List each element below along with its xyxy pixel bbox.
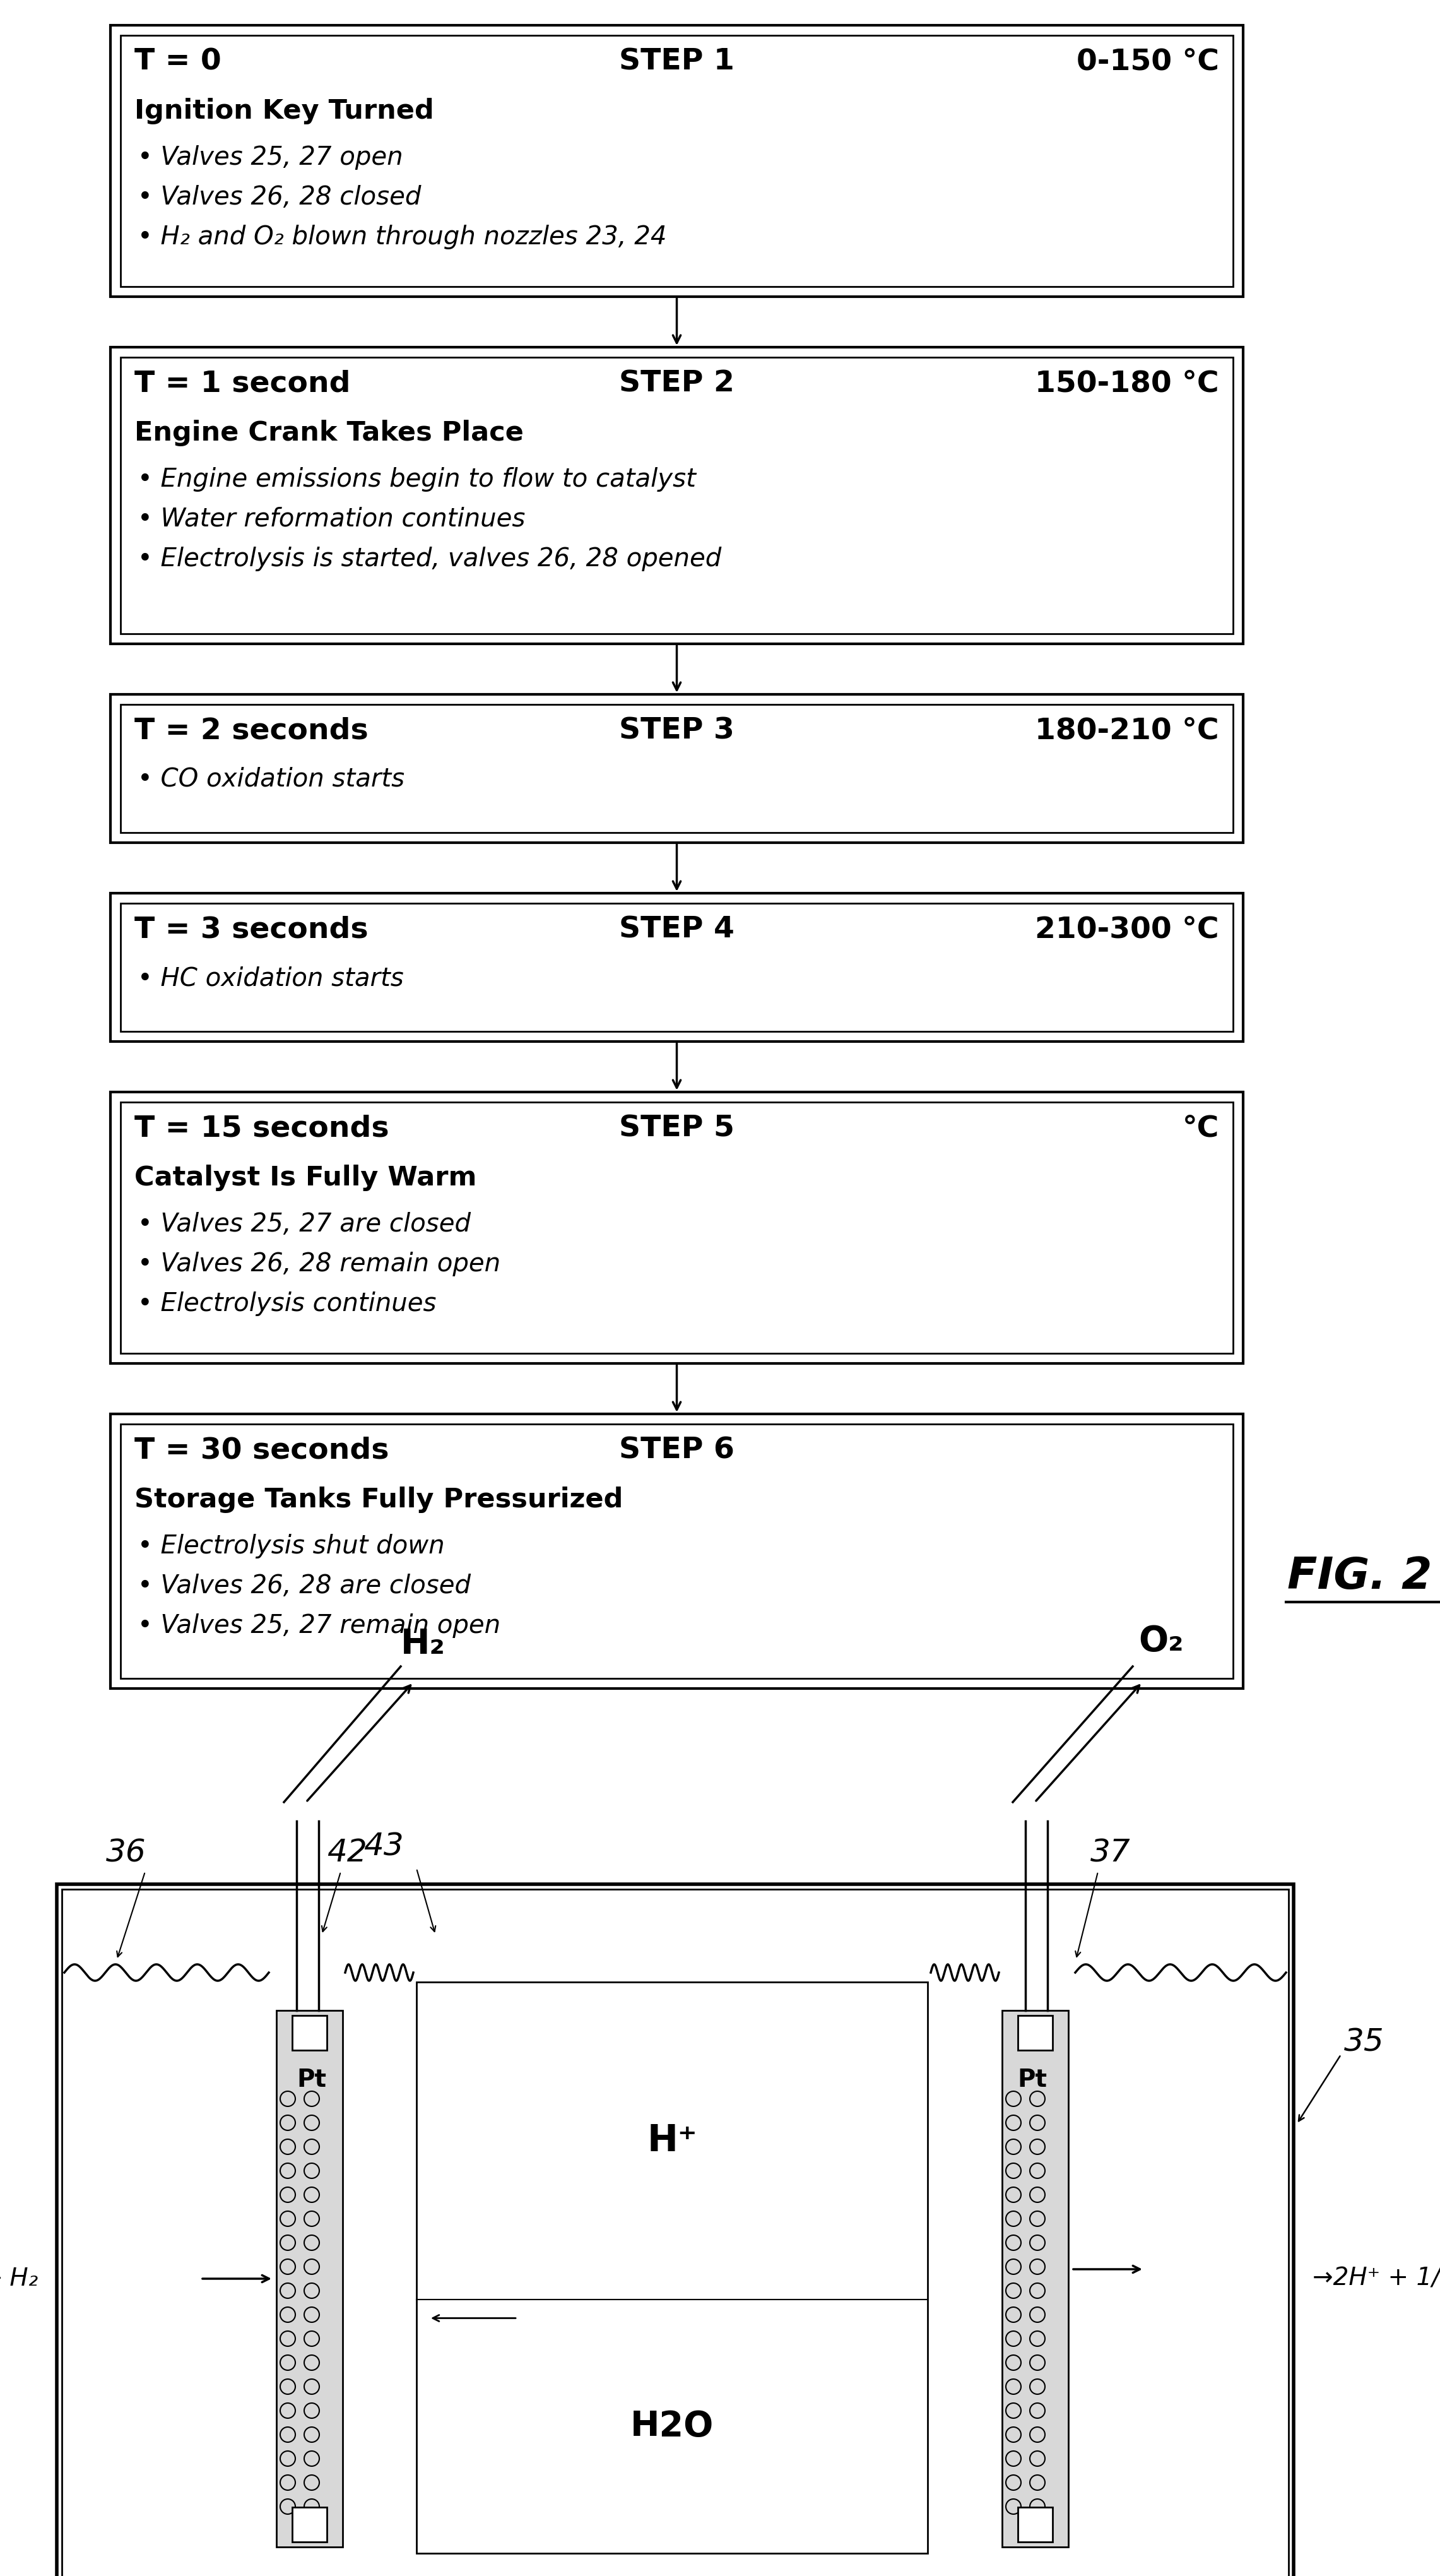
Bar [111, 894, 1243, 1041]
Bar [292, 2506, 327, 2543]
Text: FIG. 2: FIG. 2 [1287, 1556, 1431, 1597]
Text: • Valves 26, 28 remain open: • Valves 26, 28 remain open [138, 1252, 501, 1275]
Text: • CO oxidation starts: • CO oxidation starts [138, 768, 405, 791]
Text: STEP 6: STEP 6 [619, 1437, 734, 1466]
Text: T = 0: T = 0 [134, 49, 222, 77]
Bar [121, 358, 1233, 634]
Text: O₂: O₂ [1139, 1623, 1184, 1659]
Bar [1018, 2506, 1053, 2543]
Text: T = 1 second: T = 1 second [134, 368, 350, 397]
Text: H₂: H₂ [400, 1628, 445, 1662]
Text: →2H⁺ + 1/2 O₂ + 2e⁻: →2H⁺ + 1/2 O₂ + 2e⁻ [1312, 2267, 1440, 2290]
Bar [1002, 2009, 1068, 2548]
Text: 35: 35 [1344, 2027, 1384, 2058]
Text: Ignition Key Turned: Ignition Key Turned [134, 98, 433, 124]
Text: • Valves 25, 27 remain open: • Valves 25, 27 remain open [138, 1613, 501, 1638]
Text: T = 30 seconds: T = 30 seconds [134, 1437, 389, 1466]
Bar [416, 1981, 927, 2553]
Text: STEP 4: STEP 4 [619, 914, 734, 943]
Bar [121, 1103, 1233, 1352]
Bar [111, 26, 1243, 296]
Bar [1018, 2014, 1053, 2050]
Text: 43: 43 [364, 1832, 403, 1862]
Text: STEP 3: STEP 3 [619, 716, 734, 744]
Text: • Valves 26, 28 closed: • Valves 26, 28 closed [138, 185, 420, 209]
Text: • Water reformation continues: • Water reformation continues [138, 507, 526, 531]
Text: °C: °C [1182, 1115, 1220, 1144]
Text: Catalyst Is Fully Warm: Catalyst Is Fully Warm [134, 1164, 477, 1190]
Text: 37: 37 [1090, 1837, 1130, 1868]
Text: • Engine emissions begin to flow to catalyst: • Engine emissions begin to flow to cata… [138, 466, 696, 492]
Bar [121, 1425, 1233, 1680]
Bar [111, 1414, 1243, 1687]
Text: • Electrolysis continues: • Electrolysis continues [138, 1291, 436, 1316]
Text: • Electrolysis shut down: • Electrolysis shut down [138, 1533, 445, 1558]
Text: • HC oxidation starts: • HC oxidation starts [138, 966, 403, 989]
Bar [121, 703, 1233, 832]
Text: T = 3 seconds: T = 3 seconds [134, 914, 369, 943]
Text: 180-210 °C: 180-210 °C [1035, 716, 1220, 744]
Bar [111, 696, 1243, 842]
Bar [276, 2009, 343, 2548]
Text: 36: 36 [107, 1837, 147, 1868]
Text: 42: 42 [327, 1837, 367, 1868]
Bar [62, 1888, 1289, 2576]
Text: T = 15 seconds: T = 15 seconds [134, 1115, 389, 1144]
Text: T = 2 seconds: T = 2 seconds [134, 716, 369, 744]
Text: • H₂ and O₂ blown through nozzles 23, 24: • H₂ and O₂ blown through nozzles 23, 24 [138, 224, 667, 250]
Text: 150-180 °C: 150-180 °C [1035, 368, 1220, 397]
Text: Storage Tanks Fully Pressurized: Storage Tanks Fully Pressurized [134, 1486, 624, 1512]
Text: 210-300 °C: 210-300 °C [1035, 914, 1220, 943]
Bar [292, 2014, 327, 2050]
Text: STEP 2: STEP 2 [619, 368, 734, 397]
Text: Engine Crank Takes Place: Engine Crank Takes Place [134, 420, 524, 446]
Text: Pt: Pt [297, 2069, 327, 2092]
Bar [111, 1092, 1243, 1363]
Text: H⁺: H⁺ [647, 2123, 697, 2159]
Text: H2O: H2O [631, 2409, 714, 2442]
Text: STEP 5: STEP 5 [619, 1115, 734, 1144]
Text: STEP 1: STEP 1 [619, 49, 734, 77]
Bar [121, 904, 1233, 1030]
Bar [56, 1883, 1293, 2576]
Text: • Valves 26, 28 are closed: • Valves 26, 28 are closed [138, 1574, 471, 1597]
Text: Pt: Pt [1018, 2069, 1047, 2092]
Text: 0-150 °C: 0-150 °C [1077, 49, 1220, 77]
Bar [111, 348, 1243, 644]
Text: • Valves 25, 27 open: • Valves 25, 27 open [138, 144, 403, 170]
Text: • Electrolysis is started, valves 26, 28 opened: • Electrolysis is started, valves 26, 28… [138, 546, 721, 572]
Bar [121, 36, 1233, 286]
Text: • Valves 25, 27 are closed: • Valves 25, 27 are closed [138, 1211, 471, 1236]
Text: 2H⁺ + 2e⁻ → H₂: 2H⁺ + 2e⁻ → H₂ [0, 2267, 37, 2290]
